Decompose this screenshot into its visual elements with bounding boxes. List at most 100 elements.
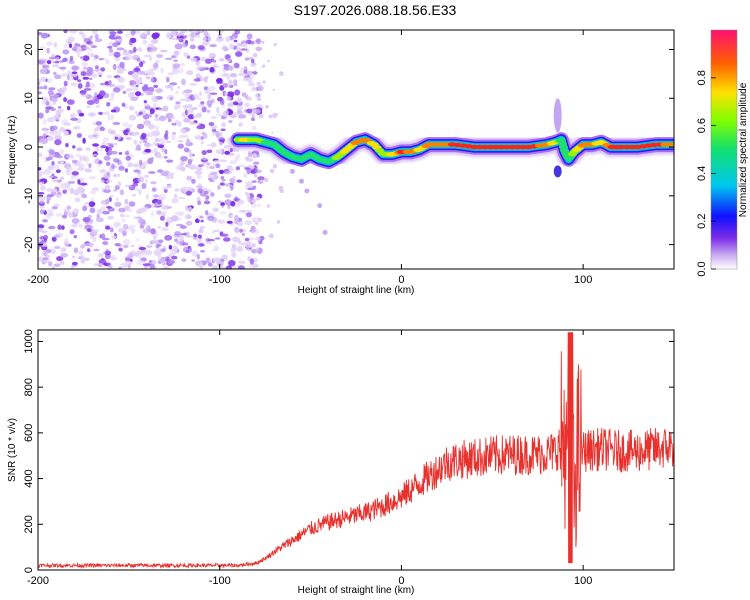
noise-speckle (152, 62, 159, 69)
noise-speckle (114, 38, 122, 42)
noise-speckle (107, 114, 115, 121)
noise-speckle (273, 42, 277, 47)
noise-speckle (129, 259, 133, 262)
noise-speckle (62, 49, 70, 55)
noise-speckle (230, 167, 235, 172)
noise-speckle (86, 100, 95, 105)
colorbar-tick-label: 0.4 (696, 166, 708, 181)
noise-speckle (244, 167, 251, 171)
noise-speckle (191, 250, 198, 257)
noise-speckle (46, 188, 53, 193)
noise-speckle (233, 62, 240, 69)
noise-speckle (54, 245, 61, 250)
noise-speckle (171, 215, 179, 222)
noise-speckle (249, 237, 254, 241)
noise-speckle (247, 77, 253, 84)
noise-speckle (55, 117, 60, 121)
noise-speckle (112, 87, 121, 93)
noise-speckle (186, 138, 191, 145)
noise-speckle (203, 190, 209, 195)
noise-speckle (88, 176, 97, 180)
noise-speckle (71, 255, 76, 259)
noise-speckle (147, 43, 155, 48)
noise-speckle (80, 44, 87, 51)
noise-speckle (55, 60, 60, 64)
x-tick-label: -200 (27, 575, 49, 587)
noise-speckle (55, 169, 61, 174)
noise-speckle (88, 163, 92, 169)
noise-speckle (161, 210, 168, 214)
noise-speckle (251, 199, 255, 203)
noise-speckle (51, 266, 56, 269)
noise-speckle (148, 49, 156, 53)
noise-speckle (257, 203, 261, 208)
noise-speckle (135, 238, 140, 242)
noise-speckle (166, 206, 173, 209)
noise-speckle (180, 156, 188, 162)
noise-speckle (254, 169, 263, 174)
noise-speckle (251, 202, 257, 208)
noise-speckle (211, 265, 219, 269)
noise-speckle (100, 90, 106, 97)
x-tick-label: 100 (574, 575, 592, 587)
noise-speckle (205, 196, 209, 203)
noise-speckle (38, 112, 44, 119)
noise-speckle (56, 256, 64, 262)
noise-speckle (165, 221, 169, 227)
noise-speckle (224, 47, 229, 51)
noise-speckle (208, 122, 215, 126)
noise-speckle (216, 30, 225, 34)
noise-speckle (225, 73, 231, 80)
noise-speckle (132, 163, 139, 168)
noise-speckle (49, 125, 55, 132)
noise-speckle (198, 91, 203, 97)
noise-speckle (194, 135, 202, 140)
noise-speckle (164, 57, 173, 61)
noise-speckle (79, 31, 84, 35)
figure-title: S197.2026.088.18.56.E33 (293, 2, 457, 18)
noise-speckle (40, 230, 48, 234)
noise-speckle (184, 92, 191, 98)
noise-speckle (279, 188, 284, 194)
noise-speckle (206, 144, 212, 147)
noise-speckle (70, 187, 74, 194)
noise-speckle (71, 65, 79, 71)
noise-speckle (252, 109, 261, 114)
noise-speckle (60, 176, 64, 180)
noise-speckle (250, 58, 255, 64)
noise-speckle (193, 93, 199, 100)
noise-speckle (125, 88, 133, 92)
noise-speckle (191, 107, 198, 111)
noise-speckle (179, 235, 184, 242)
noise-speckle (232, 112, 239, 117)
noise-speckle (138, 246, 147, 251)
noise-speckle (60, 247, 67, 253)
noise-speckle (90, 73, 98, 78)
noise-speckle (191, 178, 196, 184)
noise-speckle (238, 260, 246, 264)
noise-speckle (190, 57, 197, 62)
noise-speckle (175, 90, 179, 94)
noise-speckle (86, 105, 91, 108)
noise-speckle (162, 266, 170, 269)
noise-speckle (73, 208, 79, 214)
noise-speckle (256, 217, 260, 220)
noise-speckle (226, 184, 234, 187)
noise-speckle (97, 163, 101, 168)
noise-speckle (189, 44, 196, 50)
y-tick-label: 200 (23, 515, 35, 533)
noise-speckle (180, 225, 187, 229)
x-tick-label: 0 (398, 575, 404, 587)
noise-speckle (206, 149, 213, 154)
noise-speckle (203, 200, 211, 205)
noise-speckle (212, 59, 217, 63)
noise-speckle (205, 88, 211, 95)
noise-speckle (116, 76, 121, 81)
noise-speckle (108, 98, 114, 102)
noise-speckle (207, 262, 213, 267)
noise-speckle (139, 159, 143, 166)
noise-speckle (156, 199, 162, 205)
noise-speckle (199, 30, 203, 33)
noise-speckle (136, 123, 145, 130)
noise-speckle (107, 265, 114, 268)
